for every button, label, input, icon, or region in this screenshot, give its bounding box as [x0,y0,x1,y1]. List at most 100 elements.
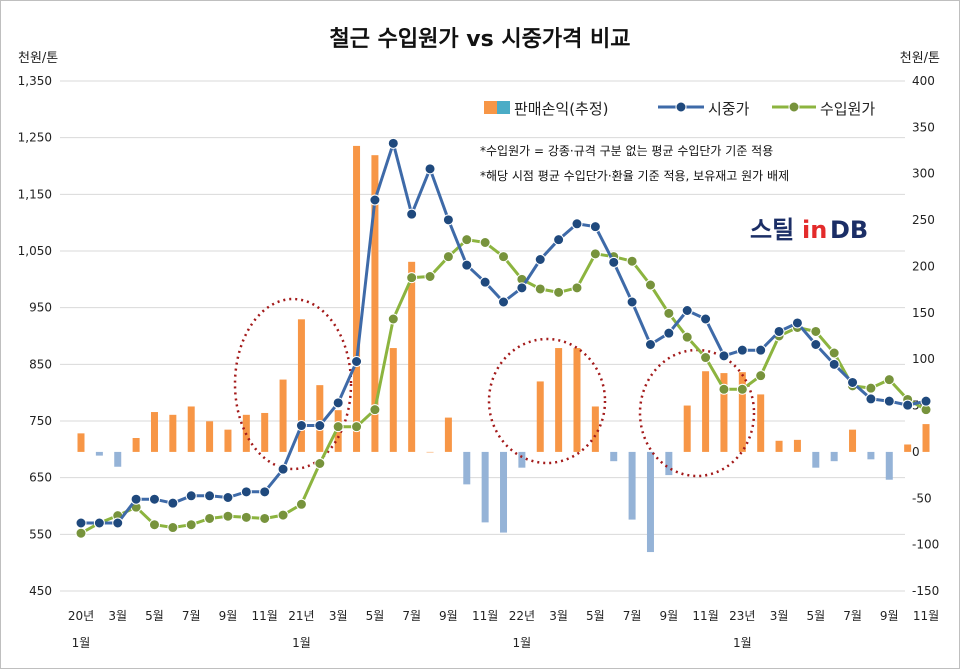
import-cost-point [240,511,252,523]
profit-bar [683,405,691,452]
left-tick-label: 750 [29,414,52,428]
profit-bar [206,421,214,452]
import-cost-point [75,527,87,539]
x-tick-label: 11월 [692,609,718,623]
profit-bar [279,379,287,452]
market-price-point [351,356,363,367]
x-tick-label: 3월 [329,609,348,623]
x-tick-label: 5월 [366,609,385,623]
profit-bar [500,451,508,533]
market-price-point [681,305,693,316]
profit-bar [555,348,563,452]
x-tick-sublabel: 1월 [513,636,532,650]
profit-bar [297,319,305,452]
profit-bar [481,451,489,523]
x-tick-label: 9월 [219,609,238,623]
import-cost-point [553,286,565,298]
import-cost-point [351,421,363,433]
market-price-point [920,395,932,407]
legend-bar-swatch-positive [484,101,497,114]
import-cost-point [277,509,289,521]
market-price-point [498,296,510,308]
x-tick-label: 22년 [509,609,535,623]
legend-label-market: 시중가 [708,100,750,118]
profit-bars [77,145,930,553]
x-tick-label: 3월 [770,609,789,623]
left-axis-ticks: 450 550 650 750 850 950 1,050 1,150 1,250 1,350 [18,74,52,598]
left-tick-label: 1,050 [18,244,52,258]
x-tick-label: 9월 [659,609,678,623]
right-tick-label: 150 [912,306,935,320]
import-cost-point [185,519,197,531]
market-price-point [259,486,271,498]
profit-bar [591,406,599,452]
market-price-point [204,490,216,502]
annotation-2: *해당 시점 평균 수입단가·환율 기준 적용, 보유재고 원가 배제 [480,169,789,183]
import-cost-point [498,251,510,263]
market-price-point [626,296,638,308]
import-cost-point [406,272,418,284]
import-cost-point [461,234,473,246]
import-cost-point [736,383,748,395]
profit-bar [169,414,177,452]
left-tick-label: 650 [29,471,52,485]
import-cost-point [810,325,822,337]
market-price-point [424,163,436,175]
profit-bar [132,438,140,452]
profit-bar [95,451,103,456]
import-cost-point [222,510,234,522]
legend-marker-market [675,101,687,113]
legend: 판매손익(추정) 시중가 수입원가 [484,100,875,118]
left-tick-label: 550 [29,527,52,541]
profit-bar [114,451,122,467]
import-cost-point [148,519,160,531]
right-tick-label: 100 [912,352,935,366]
right-tick-label: 250 [912,213,935,227]
market-price-point [240,486,252,498]
right-tick-label: -100 [912,538,939,552]
x-tick-label: 11월 [472,609,498,623]
profit-bar [885,451,893,480]
market-price-point [608,256,620,268]
market-price-point [112,517,124,529]
right-tick-label: 300 [912,167,935,181]
profit-bar [224,429,232,452]
profit-bar [775,440,783,452]
x-tick-sublabel: 1월 [72,636,91,650]
market-price-point [589,221,601,233]
gridlines [60,80,905,592]
x-tick-label: 9월 [880,609,899,623]
import-cost-point [700,352,712,364]
market-price-point [534,254,546,265]
profit-bar [353,145,361,452]
left-tick-label: 850 [29,357,52,371]
x-tick-label: 7월 [843,609,862,623]
market-price-point [295,420,307,432]
x-tick-label: 20년 [68,609,94,623]
import-cost-point [644,279,656,291]
highlight-circle-2022 [487,337,607,465]
highlight-circle-2021 [233,297,353,471]
market-price-point [810,339,822,350]
import-cost-point [424,271,436,282]
market-price-point [277,463,289,475]
market-price-point [828,358,840,370]
profit-bar [77,433,85,452]
market-price-point [663,327,675,339]
market-price-point [369,194,381,206]
right-tick-label: 0 [912,445,920,459]
market-price-point [847,376,859,388]
x-tick-label: 5월 [586,609,605,623]
market-price-point [791,317,803,329]
import-cost-point [479,237,491,248]
left-tick-label: 1,150 [18,187,52,201]
market-price-point [553,234,565,246]
right-tick-label: -50 [912,491,932,505]
profit-bar [518,451,526,468]
profit-bar [793,439,801,452]
profit-bar [389,348,397,452]
market-price-point [442,214,454,226]
market-price-point [773,325,785,337]
import-cost-point [681,331,693,343]
